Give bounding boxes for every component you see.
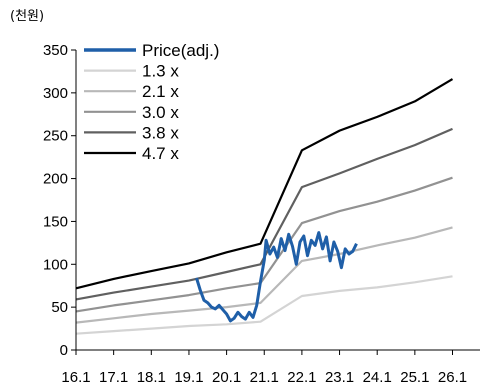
x-tick-label: 23.1 <box>325 369 354 386</box>
x-tick-label: 20.1 <box>212 369 241 386</box>
series-line-2-1-x <box>75 226 453 324</box>
legend-label: 1.3 x <box>142 62 179 81</box>
y-tick-label: 0 <box>60 342 68 359</box>
x-tick-label: 22.1 <box>287 369 316 386</box>
x-tick-label: 19.1 <box>174 369 203 386</box>
legend-label: 3.0 x <box>142 103 179 122</box>
legend-label: 2.1 x <box>142 82 179 101</box>
y-tick-label: 250 <box>43 128 68 145</box>
x-tick-label: 21.1 <box>250 369 279 386</box>
y-tick-label: 350 <box>43 42 68 59</box>
x-tick-label: 24.1 <box>363 369 392 386</box>
legend-label: Price(adj.) <box>142 41 219 60</box>
y-tick-label: 150 <box>43 213 68 230</box>
x-tick-label: 25.1 <box>400 369 429 386</box>
series-line-4-7-x <box>75 78 454 290</box>
series-line-1-3-x <box>75 275 453 335</box>
y-tick-label: 100 <box>43 256 68 273</box>
series-lines <box>75 78 454 335</box>
x-axis-ticks: 16.1 17.1 18.1 19.1 20.1 21.1 22.1 23.1 24.1 25.1… <box>61 350 467 386</box>
y-axis-ticks: 0 50 100 150 200 250 300 350 <box>43 42 76 359</box>
y-unit-label: (천원) <box>10 9 44 24</box>
legend-label: 4.7 x <box>142 144 179 163</box>
x-tick-label: 16.1 <box>61 369 90 386</box>
series-line-price-adj <box>195 231 358 323</box>
series-line-3-8-x <box>75 127 453 301</box>
y-tick-label: 200 <box>43 171 68 188</box>
x-tick-label: 17.1 <box>99 369 128 386</box>
x-tick-label: 18.1 <box>137 369 166 386</box>
legend: Price(adj.) 1.3 x2.1 x 3.0 x3.8 x 4.7 x <box>84 41 219 163</box>
x-tick-label: 26.1 <box>438 369 467 386</box>
y-tick-label: 50 <box>51 299 68 316</box>
y-tick-label: 300 <box>43 85 68 102</box>
legend-label: 3.8 x <box>142 123 179 142</box>
